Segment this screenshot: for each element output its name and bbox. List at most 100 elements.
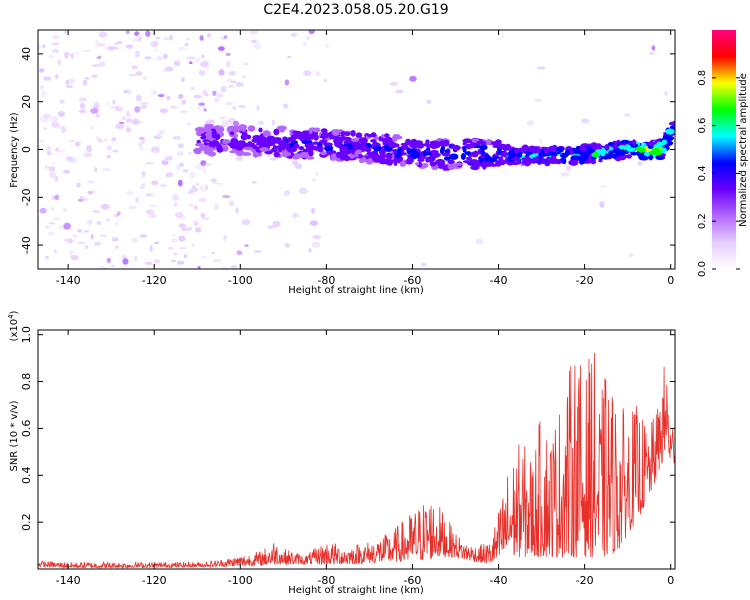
spectrogram-cell [39, 201, 43, 205]
spectrogram-cell [438, 140, 447, 147]
spectrogram-cell [48, 166, 56, 173]
spectrogram-cell [188, 204, 195, 207]
spectrogram-cell [334, 141, 341, 146]
spectrogram-cell [314, 159, 321, 164]
spectrogram-cell [90, 126, 94, 130]
spectrogram-cell [145, 193, 154, 197]
spectrogram-cell [497, 143, 508, 150]
spectrogram-cell [115, 221, 119, 226]
spectrogram-cell [48, 222, 56, 225]
spectrogram-cell [399, 162, 406, 167]
spectrogram-cell [202, 90, 207, 97]
spectrogram-cell [305, 36, 311, 40]
spectrogram-cell [241, 75, 246, 78]
spectrogram-cell [286, 136, 296, 143]
spectrogram-cell [577, 229, 584, 233]
spectrogram-cell [224, 135, 230, 138]
spectrogram-cell [101, 168, 111, 172]
spectrogram-cell [208, 141, 218, 148]
spectrogram-cell [149, 245, 153, 252]
spectrogram-cell [420, 262, 428, 267]
spectrogram-cell [73, 207, 82, 213]
spectrogram-cell [105, 140, 111, 147]
spectrogram-cell [313, 167, 323, 174]
spectrogram-cell [111, 136, 116, 143]
spectrogram-cell [47, 145, 51, 152]
spectrogram-cell [568, 159, 579, 166]
spectrogram-cell [331, 129, 340, 137]
spectrogram-cell [47, 231, 55, 236]
spectrogram-cell [92, 224, 101, 227]
spectrogram-cell [241, 132, 248, 136]
spectrogram-cell [175, 212, 184, 218]
spectrogram-cell [173, 160, 180, 164]
spectrogram-cell [211, 251, 216, 254]
spectrogram-cell [159, 108, 169, 114]
snr-y-multiplier: (x104) [7, 310, 20, 341]
spectrogram-cell [259, 147, 269, 152]
snr-panel: -140 -120 -100 -80 -60 -40 -20 0 0.2 0.4 0.6 0.8 1.… [7, 310, 676, 596]
spectrogram-cell [298, 187, 308, 195]
spectrogram-cell [214, 215, 220, 218]
spectrogram-cell [202, 184, 206, 191]
spectrogram-cell [77, 228, 83, 233]
spectrogram-cell [276, 125, 287, 131]
spectrogram-cell [106, 154, 112, 159]
spectrogram-cell [148, 215, 157, 218]
spectrogram-cell [265, 137, 272, 142]
spectrogram-cell [111, 47, 119, 50]
spectrogram-cell [258, 127, 263, 133]
spectrogram-cell [413, 140, 423, 144]
spectrogram-cell [579, 146, 588, 152]
spectrogram-cell [194, 227, 202, 233]
y-tick-label: 1.0 [20, 326, 33, 344]
spectrogram-cell [565, 149, 570, 156]
spectrogram-cell [242, 193, 250, 197]
spectrogram-cell [526, 120, 535, 127]
x-tick-label: -60 [403, 574, 421, 587]
spectrogram-cell [169, 34, 173, 41]
spectrogram-cell [178, 247, 187, 250]
spectrogram-cell [202, 46, 206, 52]
spectrogram-cell [226, 60, 231, 68]
spectrogram-cell [200, 212, 205, 218]
spectrogram-cell [534, 99, 543, 102]
spectrogram-cell [229, 150, 239, 154]
spectrogram-cell [51, 121, 60, 128]
spectrogram-cell [449, 153, 459, 160]
spectrogram-cell [415, 162, 420, 166]
spectrogram-cell [416, 142, 425, 149]
spectrogram-cell [198, 197, 207, 203]
spectrogram-cell [106, 257, 111, 263]
spectrogram-cell [308, 30, 315, 35]
spectrogram-cell [63, 208, 68, 212]
spectrogram-cell [202, 168, 207, 173]
spectrogram-cell [383, 144, 390, 150]
spectrogram-cell [155, 40, 164, 43]
spectrogram-cell [54, 168, 63, 172]
spectrogram-cell [114, 32, 121, 38]
spectrogram-cell [206, 237, 216, 241]
spectrogram-cell [405, 138, 411, 143]
spectrogram-cell [164, 66, 174, 72]
spectrogram-cell [73, 69, 80, 75]
spectrogram-cell [293, 143, 300, 149]
spectrogram-cell [122, 258, 129, 265]
spectrogram-cell [646, 156, 654, 159]
spectrogram-cell [425, 151, 432, 156]
spectrogram-cell [207, 187, 217, 192]
spectrogram-cell [599, 201, 605, 208]
x-tick-label: -20 [576, 574, 594, 587]
spectrogram-cell [198, 69, 206, 76]
spectrogram-cell [243, 146, 253, 151]
spectrogram-cell [590, 159, 597, 165]
colorbar-ticks: 0.0 0.2 0.4 0.6 0.8 [697, 70, 740, 277]
spectrogram-cell [101, 212, 110, 220]
spectrogram-cell [482, 162, 487, 170]
spectrogram-cell [201, 263, 208, 267]
spectrogram-cell [113, 111, 120, 118]
spectrogram-cell [221, 119, 230, 127]
spectrogram-cell [336, 151, 341, 159]
spectrogram-cell [479, 144, 488, 151]
spectrogram-cell [525, 151, 533, 155]
